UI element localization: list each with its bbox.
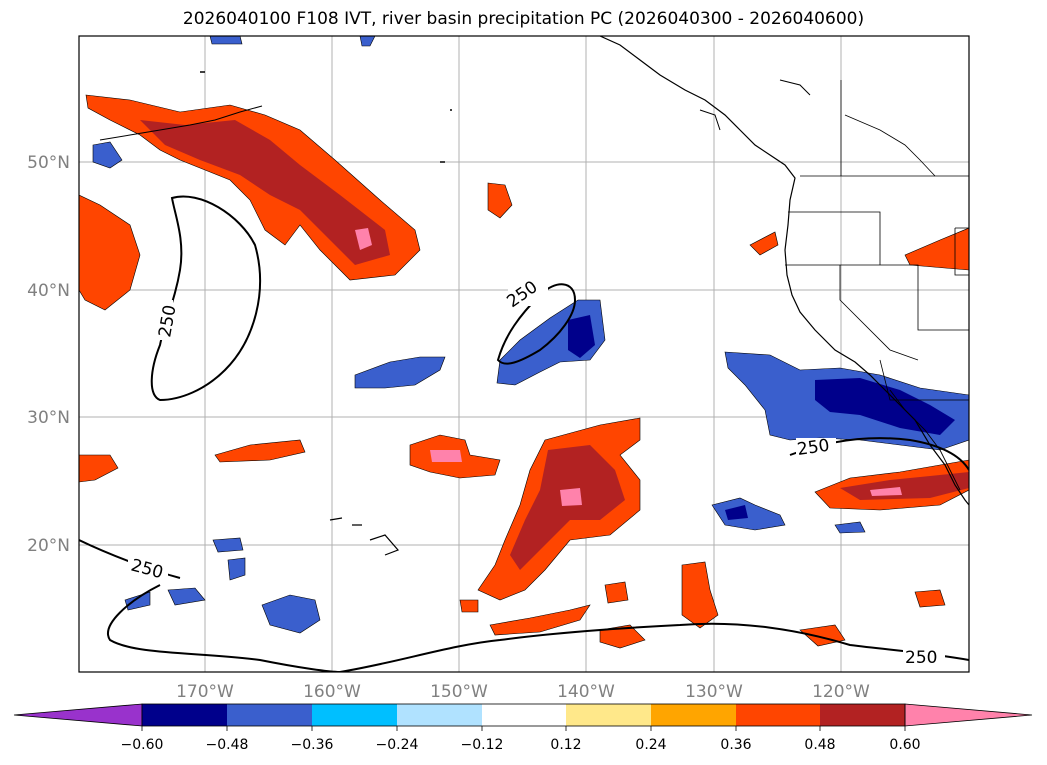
state-border-5 <box>954 227 969 276</box>
colorbar-bin-6 <box>566 704 651 726</box>
colorbar-tick-label: −0.60 <box>121 737 164 753</box>
colorbar-frame <box>141 703 906 727</box>
field-130w-core <box>725 505 748 520</box>
latitude-labels: 50°N 40°N 30°N 20°N <box>27 153 70 556</box>
lon-tick-120w: 120°W <box>812 682 870 702</box>
negative-anomaly-fields <box>92 36 969 634</box>
field-nw-band-peak <box>355 228 372 250</box>
colorbar-bin-7 <box>651 704 736 726</box>
positive-anomaly-fields <box>79 94 969 649</box>
colorbar-bin-1 <box>142 704 227 726</box>
colorbar-tick-label: 0.12 <box>550 737 581 753</box>
alaska-pacific-coast <box>599 36 969 506</box>
lat-tick-30n: 30°N <box>27 408 70 428</box>
aleutian-islands <box>99 105 263 141</box>
field-115w-small <box>914 589 946 608</box>
lat-tick-20n: 20°N <box>27 536 70 556</box>
field-168w-blue <box>212 537 244 553</box>
colorbar-tick-label: −0.12 <box>461 737 504 753</box>
field-145w-small <box>459 599 479 613</box>
colorbar-ticks <box>141 726 906 731</box>
canada-inner <box>844 114 936 177</box>
lon-tick-130w: 130°W <box>685 682 743 702</box>
colorbar-bin-5 <box>482 704 566 726</box>
borders <box>785 80 969 401</box>
lon-tick-160w: 160°W <box>303 682 361 702</box>
contour-west-loop <box>150 195 262 402</box>
map-panel <box>79 36 969 672</box>
field-150w-blue <box>354 356 446 389</box>
field-165w-blue2 <box>167 587 206 606</box>
longitude-labels: 170°W 160°W 150°W 140°W 130°W 120°W <box>176 682 870 702</box>
field-center-band-core <box>510 445 625 570</box>
state-border-2 <box>785 264 969 331</box>
field-130w-south <box>681 561 719 629</box>
bc-islands <box>699 79 811 131</box>
field-140w-small <box>604 581 629 604</box>
contour-label-4: 250 <box>796 436 831 460</box>
field-130w-blue <box>711 497 786 531</box>
colorbar: −0.60 −0.48 −0.36 −0.24 −0.12 0.12 0.24 … <box>13 703 1033 753</box>
colorbar-tick-label: −0.24 <box>376 737 419 753</box>
state-border-3 <box>839 265 919 361</box>
lon-tick-170w: 170°W <box>176 682 234 702</box>
lat-tick-40n: 40°N <box>27 281 70 301</box>
colorbar-bin-8 <box>736 704 820 726</box>
coastlines <box>99 36 969 556</box>
colorbar-bin-3 <box>312 704 397 726</box>
lon-tick-150w: 150°W <box>430 682 488 702</box>
field-top-blue <box>209 36 243 45</box>
field-160w-blue <box>261 594 321 634</box>
field-120w-small <box>834 521 866 534</box>
contour-labels: 250 250 250 250 250 <box>128 277 945 668</box>
figure-title: 2026040100 F108 IVT, river basin precipi… <box>182 9 865 29</box>
colorbar-bin-2 <box>227 704 312 726</box>
colorbar-extend-high <box>904 703 1033 727</box>
field-west-20n <box>79 454 119 483</box>
lon-tick-140w: 140°W <box>557 682 615 702</box>
field-150w-peak <box>430 450 462 462</box>
lat-tick-50n: 50°N <box>27 153 70 173</box>
field-165w-blue <box>227 557 246 581</box>
gulf-of-california <box>889 389 961 491</box>
field-165w-strip <box>214 439 306 463</box>
island-chain-top <box>200 71 452 163</box>
field-west-edge <box>79 194 141 311</box>
field-center-north-core <box>568 315 595 358</box>
colorbar-tick-label: 0.60 <box>889 737 920 753</box>
state-border-1 <box>788 211 881 265</box>
field-east-30n-core <box>815 378 955 435</box>
field-mid-east-blob <box>487 182 513 219</box>
colorbar-bin-4 <box>397 704 482 726</box>
state-border-4 <box>879 359 969 401</box>
map-frame <box>78 35 970 673</box>
field-center-band-peak <box>560 488 582 506</box>
field-west-blue <box>92 141 123 169</box>
field-nw-band-core <box>140 120 390 265</box>
colorbar-tick-label: 0.36 <box>720 737 751 753</box>
field-south-strip <box>489 604 591 636</box>
colorbar-tick-label: −0.48 <box>206 737 249 753</box>
field-east-22n-peak <box>870 487 902 496</box>
field-top-blue2 <box>359 36 376 47</box>
contour-label-5: 250 <box>905 648 937 668</box>
hawaii-islands <box>329 517 400 556</box>
colorbar-tick-label: 0.24 <box>635 737 666 753</box>
field-140w-south <box>599 624 646 649</box>
field-oregon <box>749 231 779 256</box>
contour-center-loop <box>496 283 577 365</box>
colorbar-extend-low <box>13 703 143 727</box>
colorbar-bin-9 <box>820 704 905 726</box>
colorbar-tick-label: 0.48 <box>804 737 835 753</box>
colorbar-tick-label: −0.36 <box>291 737 334 753</box>
